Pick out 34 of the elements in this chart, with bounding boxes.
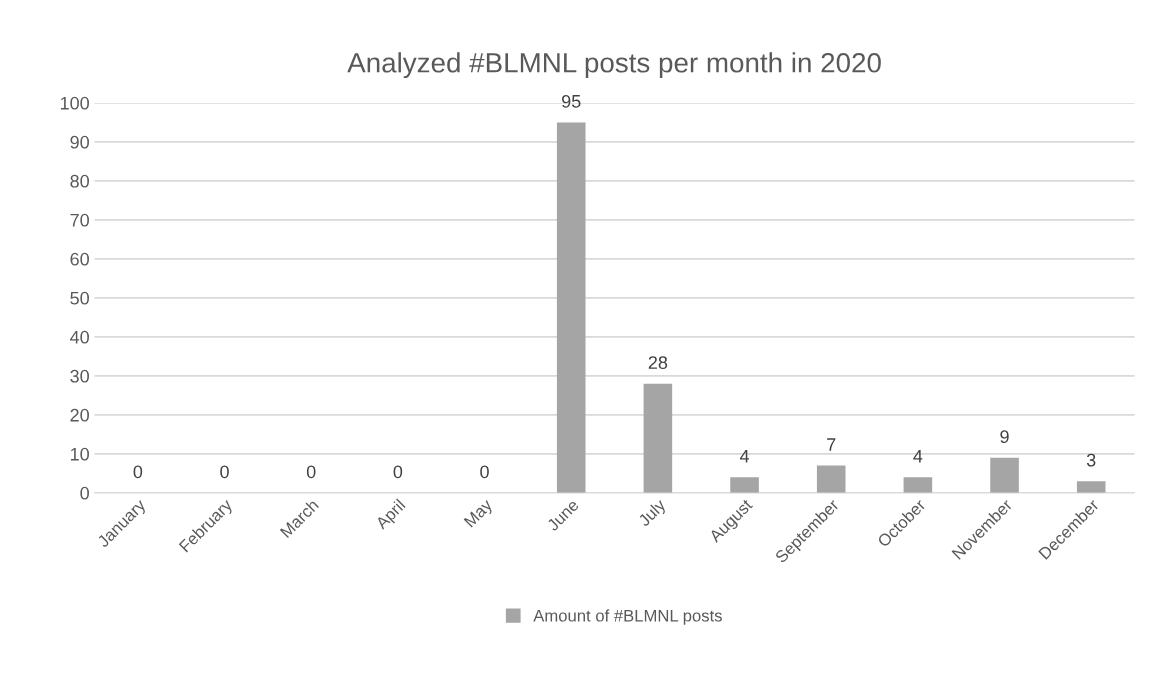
- y-tick-label: 100: [60, 96, 89, 110]
- y-tick-label: 80: [70, 174, 89, 188]
- bar: [730, 477, 759, 493]
- bar: [990, 457, 1019, 493]
- data-label: 3: [1086, 453, 1096, 467]
- data-label: 7: [827, 438, 836, 451]
- data-label: 4: [739, 449, 750, 463]
- bar: [816, 465, 846, 493]
- data-label: 28: [648, 356, 668, 369]
- x-tick-label: July: [637, 497, 669, 530]
- y-tick-label: 50: [70, 291, 89, 305]
- y-tick-label: 20: [70, 408, 89, 422]
- data-label: 0: [220, 465, 229, 479]
- y-tick-label: 10: [70, 447, 89, 461]
- y-tick-label: 30: [70, 369, 89, 383]
- y-tick-label: 70: [70, 213, 89, 227]
- chart-title: Analyzed #BLMNL posts per month in 2020: [347, 52, 881, 79]
- y-tick-label: 40: [70, 330, 89, 344]
- data-label: 0: [133, 465, 143, 479]
- bar: [1076, 481, 1106, 493]
- y-tick-label: 90: [70, 135, 89, 149]
- legend-label: Amount of #BLMNL posts: [533, 609, 722, 625]
- bar: [556, 122, 586, 493]
- x-tick-label: May: [463, 498, 496, 530]
- bar: [643, 383, 673, 493]
- data-label: 9: [1000, 430, 1009, 444]
- y-tick-label: 60: [70, 252, 89, 266]
- data-label: 4: [913, 449, 923, 463]
- bar: [903, 477, 933, 493]
- data-label: 0: [306, 465, 316, 479]
- data-label: 0: [393, 465, 403, 479]
- data-label: 0: [480, 465, 489, 479]
- y-tick-label: 0: [80, 486, 89, 500]
- data-label: 95: [562, 94, 581, 108]
